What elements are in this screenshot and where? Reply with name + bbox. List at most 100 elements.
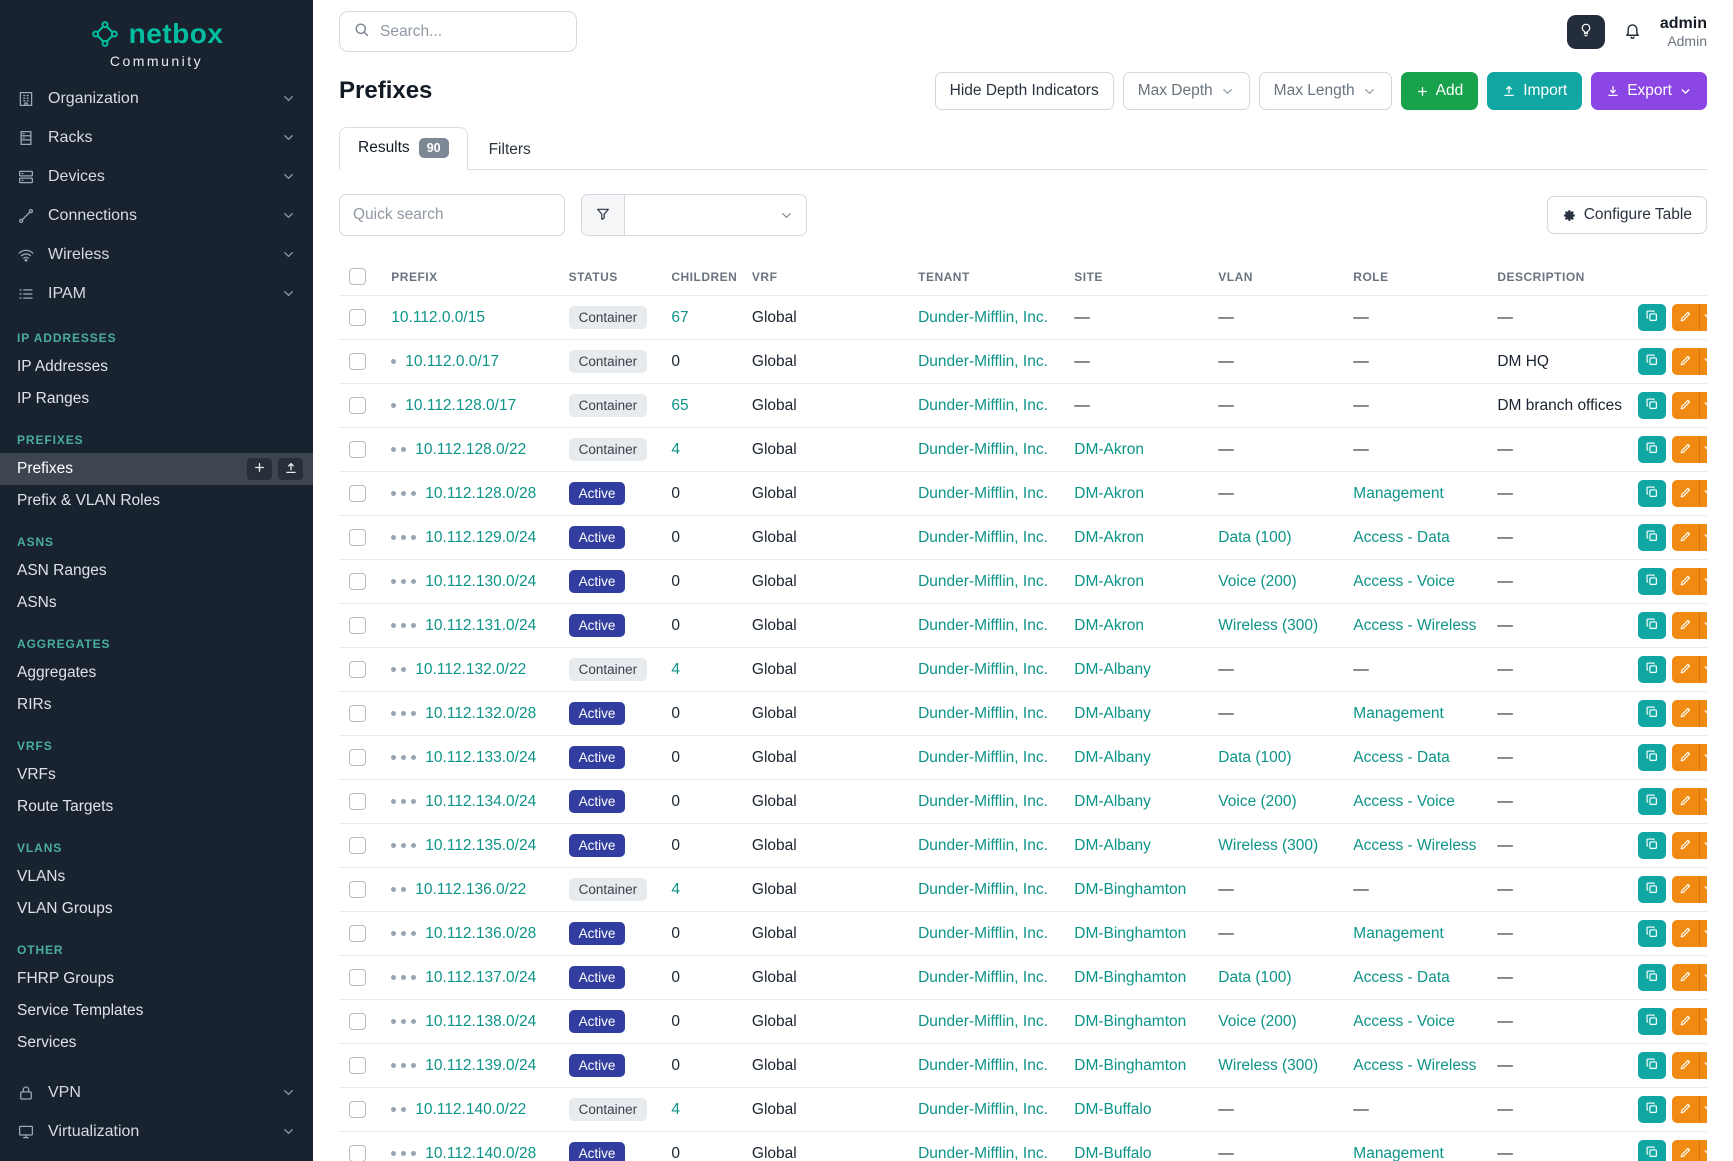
sidebar-item-prefix-vlan-roles[interactable]: Prefix & VLAN Roles bbox=[0, 485, 313, 517]
prefix-link[interactable]: 10.112.128.0/28 bbox=[425, 484, 537, 502]
clone-button[interactable] bbox=[1638, 656, 1667, 683]
import-button[interactable]: Import bbox=[1487, 72, 1583, 110]
sidebar-item-vrfs[interactable]: VRFs bbox=[0, 759, 313, 791]
edit-button[interactable] bbox=[1672, 876, 1700, 903]
clone-button[interactable] bbox=[1638, 920, 1667, 947]
sidebar-add-button[interactable] bbox=[247, 458, 272, 480]
tenant-link[interactable]: Dunder-Mifflin, Inc. bbox=[918, 484, 1048, 502]
edit-button[interactable] bbox=[1672, 920, 1700, 947]
tenant-link[interactable]: Dunder-Mifflin, Inc. bbox=[918, 1100, 1048, 1118]
prefix-link[interactable]: 10.112.140.0/22 bbox=[415, 1100, 527, 1118]
children-link[interactable]: 4 bbox=[671, 1100, 680, 1118]
site-link[interactable]: DM-Albany bbox=[1074, 792, 1151, 810]
edit-dropdown-button[interactable] bbox=[1699, 744, 1707, 771]
edit-button[interactable] bbox=[1672, 304, 1700, 331]
tab-filters[interactable]: Filters bbox=[488, 141, 531, 158]
vlan-link[interactable]: Data (100) bbox=[1218, 748, 1292, 766]
edit-button[interactable] bbox=[1672, 568, 1700, 595]
row-checkbox[interactable] bbox=[349, 308, 366, 326]
edit-dropdown-button[interactable] bbox=[1699, 524, 1707, 551]
tenant-link[interactable]: Dunder-Mifflin, Inc. bbox=[918, 616, 1048, 634]
clone-button[interactable] bbox=[1638, 392, 1667, 419]
clone-button[interactable] bbox=[1638, 788, 1667, 815]
row-checkbox[interactable] bbox=[349, 572, 366, 590]
sidebar-item-service-templates[interactable]: Service Templates bbox=[0, 995, 313, 1027]
prefix-link[interactable]: 10.112.134.0/24 bbox=[425, 792, 537, 810]
clone-button[interactable] bbox=[1638, 1140, 1667, 1161]
row-checkbox[interactable] bbox=[349, 484, 366, 502]
row-checkbox[interactable] bbox=[349, 924, 366, 942]
edit-button[interactable] bbox=[1672, 1140, 1700, 1161]
site-link[interactable]: DM-Akron bbox=[1074, 484, 1145, 502]
edit-button[interactable] bbox=[1672, 392, 1700, 419]
saved-filter-select[interactable] bbox=[625, 194, 807, 236]
clone-button[interactable] bbox=[1638, 1008, 1667, 1035]
edit-dropdown-button[interactable] bbox=[1699, 1140, 1707, 1161]
tenant-link[interactable]: Dunder-Mifflin, Inc. bbox=[918, 1144, 1048, 1161]
sidebar-item-aggregates[interactable]: Aggregates bbox=[0, 657, 313, 689]
clone-button[interactable] bbox=[1638, 524, 1667, 551]
tenant-link[interactable]: Dunder-Mifflin, Inc. bbox=[918, 880, 1048, 898]
role-link[interactable]: Access - Data bbox=[1353, 968, 1450, 986]
row-checkbox[interactable] bbox=[349, 1056, 366, 1074]
notifications-button[interactable] bbox=[1623, 21, 1642, 43]
prefix-link[interactable]: 10.112.137.0/24 bbox=[425, 968, 537, 986]
max-depth-dropdown[interactable]: Max Depth bbox=[1122, 72, 1250, 110]
role-link[interactable]: Access - Voice bbox=[1353, 1012, 1455, 1030]
row-checkbox[interactable] bbox=[349, 352, 366, 370]
edit-dropdown-button[interactable] bbox=[1699, 964, 1707, 991]
clone-button[interactable] bbox=[1638, 744, 1667, 771]
prefix-link[interactable]: 10.112.0.0/17 bbox=[405, 352, 499, 370]
tenant-link[interactable]: Dunder-Mifflin, Inc. bbox=[918, 572, 1048, 590]
sidebar-item-services[interactable]: Services bbox=[0, 1027, 313, 1059]
site-link[interactable]: DM-Buffalo bbox=[1074, 1144, 1152, 1161]
clone-button[interactable] bbox=[1638, 304, 1667, 331]
prefix-link[interactable]: 10.112.128.0/22 bbox=[415, 440, 527, 458]
max-length-dropdown[interactable]: Max Length bbox=[1258, 72, 1392, 110]
tenant-link[interactable]: Dunder-Mifflin, Inc. bbox=[918, 836, 1048, 854]
edit-dropdown-button[interactable] bbox=[1699, 832, 1707, 859]
role-link[interactable]: Access - Wireless bbox=[1353, 616, 1477, 634]
edit-dropdown-button[interactable] bbox=[1699, 1052, 1707, 1079]
prefix-link[interactable]: 10.112.135.0/24 bbox=[425, 836, 537, 854]
clone-button[interactable] bbox=[1638, 480, 1667, 507]
site-link[interactable]: DM-Akron bbox=[1074, 572, 1145, 590]
edit-dropdown-button[interactable] bbox=[1699, 920, 1707, 947]
sidebar-item-rirs[interactable]: RIRs bbox=[0, 689, 313, 721]
configure-table-button[interactable]: Configure Table bbox=[1546, 196, 1707, 234]
site-link[interactable]: DM-Binghamton bbox=[1074, 924, 1187, 942]
clone-button[interactable] bbox=[1638, 700, 1667, 727]
user-menu[interactable]: admin Admin bbox=[1660, 15, 1707, 49]
sidebar-item-route-targets[interactable]: Route Targets bbox=[0, 791, 313, 823]
row-checkbox[interactable] bbox=[349, 616, 366, 634]
prefix-link[interactable]: 10.112.132.0/22 bbox=[415, 660, 527, 678]
edit-button[interactable] bbox=[1672, 1096, 1700, 1123]
children-link[interactable]: 65 bbox=[671, 396, 689, 414]
edit-dropdown-button[interactable] bbox=[1699, 1096, 1707, 1123]
theme-toggle-button[interactable] bbox=[1566, 14, 1605, 49]
role-link[interactable]: Management bbox=[1353, 484, 1444, 502]
row-checkbox[interactable] bbox=[349, 880, 366, 898]
site-link[interactable]: DM-Binghamton bbox=[1074, 968, 1187, 986]
add-button[interactable]: Add bbox=[1400, 72, 1479, 110]
prefix-link[interactable]: 10.112.130.0/24 bbox=[425, 572, 537, 590]
clone-button[interactable] bbox=[1638, 568, 1667, 595]
site-link[interactable]: DM-Akron bbox=[1074, 528, 1145, 546]
prefix-link[interactable]: 10.112.132.0/28 bbox=[425, 704, 537, 722]
sidebar-item-virtualization[interactable]: Virtualization bbox=[0, 1112, 313, 1151]
export-button[interactable]: Export bbox=[1591, 72, 1707, 110]
row-checkbox[interactable] bbox=[349, 396, 366, 414]
clone-button[interactable] bbox=[1638, 832, 1667, 859]
edit-dropdown-button[interactable] bbox=[1699, 348, 1707, 375]
site-link[interactable]: DM-Albany bbox=[1074, 660, 1151, 678]
clone-button[interactable] bbox=[1638, 1052, 1667, 1079]
site-link[interactable]: DM-Binghamton bbox=[1074, 880, 1187, 898]
prefix-link[interactable]: 10.112.131.0/24 bbox=[425, 616, 537, 634]
children-link[interactable]: 4 bbox=[671, 660, 680, 678]
edit-button[interactable] bbox=[1672, 788, 1700, 815]
edit-dropdown-button[interactable] bbox=[1699, 480, 1707, 507]
tenant-link[interactable]: Dunder-Mifflin, Inc. bbox=[918, 440, 1048, 458]
row-checkbox[interactable] bbox=[349, 792, 366, 810]
row-checkbox[interactable] bbox=[349, 660, 366, 678]
clone-button[interactable] bbox=[1638, 964, 1667, 991]
